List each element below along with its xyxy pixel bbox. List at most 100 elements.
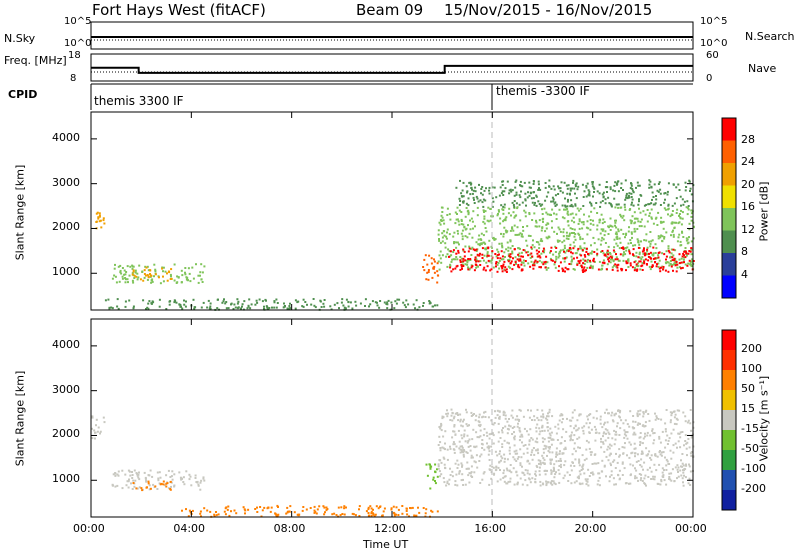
scatter-cell [615,430,617,433]
scatter-cell [123,269,126,272]
scatter-cell [481,478,484,481]
scatter-cell [676,468,679,471]
scatter-cell [453,415,456,418]
scatter-cell [642,259,645,262]
scatter-cell [468,472,471,475]
scatter-cell [439,441,442,444]
scatter-cell [648,214,651,217]
scatter-cell [671,222,674,225]
scatter-cell [428,300,431,302]
scatter-cell [401,505,404,507]
scatter-cell [547,415,550,418]
scatter-cell [501,457,504,460]
colorbar-swatch [722,185,736,208]
scatter-cell [560,421,563,424]
scatter-cell [441,240,444,243]
scatter-cell [137,476,140,479]
scatter-cell [557,423,560,426]
scatter-cell [458,223,461,226]
scatter-cell [555,213,558,216]
scatter-cell [550,259,553,262]
scatter-cell [585,479,588,482]
scatter-cell [530,453,533,456]
scatter-cell [639,436,642,439]
scatter-cell [637,422,640,425]
scatter-cell [611,411,614,414]
scatter-cell [682,256,685,259]
scatter-cell [676,263,679,266]
scatter-cell [663,237,666,240]
scatter-cell [131,273,134,276]
scatter-cell [158,482,161,485]
scatter-cell [457,251,460,254]
scatter-cell [91,427,93,430]
scatter-cell [449,419,452,421]
scatter-cell [678,409,681,412]
scatter-cell [557,193,560,195]
scatter-cell [566,187,569,190]
scatter-cell [513,431,515,434]
scatter-cell [684,247,687,249]
scatter-cell [507,428,510,431]
scatter-cell [646,253,649,256]
scatter-cell [632,244,634,247]
scatter-cell [462,263,464,266]
scatter-cell [571,212,574,215]
scatter-cell [643,461,646,464]
scatter-cell [622,246,625,249]
scatter-cell [629,187,632,190]
scatter-cell [467,445,470,448]
scatter-cell [454,267,457,270]
scatter-cell [617,206,620,209]
scatter-cell [662,268,665,271]
scatter-cell [690,429,693,432]
scatter-cell [256,511,259,513]
scatter-cell [546,213,549,216]
scatter-cell [574,425,577,428]
scatter-cell [496,414,499,417]
scatter-cell [529,253,532,256]
scatter-cell [537,419,540,422]
scatter-cell [134,269,137,272]
scatter-cell [533,453,536,456]
scatter-cell [532,267,535,270]
scatter-cell [323,513,326,516]
scatter-cell [439,223,442,226]
scatter-cell [619,427,622,430]
scatter-cell [604,439,607,442]
scatter-cell [552,198,555,201]
scatter-cell [436,274,439,277]
scatter-cell [133,277,136,279]
scatter-cell [555,455,557,458]
scatter-cell [135,487,138,490]
scatter-cell [429,467,432,470]
scatter-cell [147,482,150,485]
scatter-cell [531,458,534,461]
scatter-cell [643,239,646,242]
scatter-cell [573,228,576,231]
scatter-cell [483,254,486,257]
scatter-cell [677,236,680,239]
scatter-cell [326,508,329,510]
scatter-cell [406,513,409,516]
scatter-cell [573,232,575,234]
scatter-cell [393,307,396,310]
scatter-cell [636,228,639,230]
scatter-cell [98,215,101,218]
scatter-cell [519,462,522,465]
scatter-cell [598,260,601,263]
scatter-cell [146,486,148,489]
scatter-cell [476,436,479,439]
scatter-cell [301,509,304,512]
scatter-cell [612,259,615,262]
scatter-cell [436,510,439,513]
scatter-cell [615,182,618,185]
scatter-cell [405,507,408,510]
scatter-cell [523,427,526,430]
scatter-cell [473,202,476,204]
scatter-cell [588,414,591,417]
scatter-cell [438,221,441,224]
scatter-cell [689,250,692,253]
scatter-cell [616,183,618,186]
scatter-cell [479,435,482,438]
